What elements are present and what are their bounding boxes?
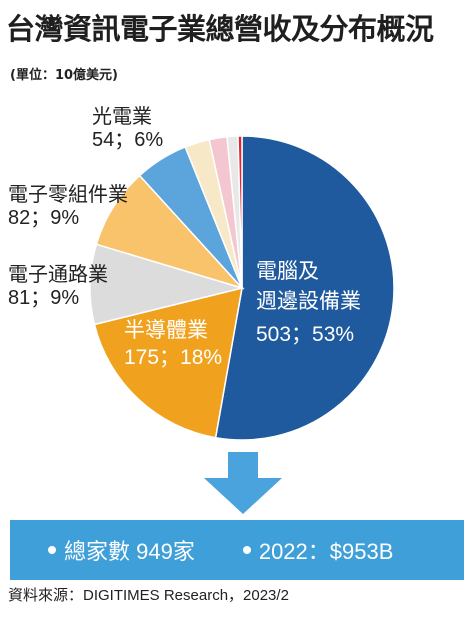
bullet-icon xyxy=(242,546,251,554)
label-computer-name-1: 電腦及 xyxy=(256,259,319,283)
label-distribution-name: 電子通路業 xyxy=(8,262,108,286)
label-semiconductor-name: 半導體業 xyxy=(124,318,208,342)
chart-title: 台灣資訊電子業總營收及分布概況 xyxy=(6,12,434,46)
label-opto: 光電業 54；6% xyxy=(92,104,163,152)
label-distribution: 電子通路業 81；9% xyxy=(8,262,108,310)
label-opto-value: 54；6% xyxy=(92,129,164,151)
bullet-icon xyxy=(48,546,56,554)
label-computer-name-2: 週邊設備業 xyxy=(256,289,361,313)
summary-banner: 總家數 949家 2022：$953B xyxy=(10,520,464,580)
summary-revenue: 2022：$953B xyxy=(242,534,394,566)
label-computer: 電腦及 週邊設備業 503；53% xyxy=(256,256,361,350)
summary-companies: 總家數 949家 xyxy=(48,534,195,566)
pie-chart xyxy=(89,135,395,441)
label-components-name: 電子零組件業 xyxy=(8,182,128,206)
pie-slice-8 xyxy=(237,135,243,289)
source-note: 資料來源：DIGITIMES Research，2023/2 xyxy=(8,587,289,604)
pie-slice-1 xyxy=(93,286,243,439)
label-opto-name: 光電業 xyxy=(92,104,152,128)
label-components-value: 82；9% xyxy=(8,207,80,229)
summary-companies-text: 總家數 949家 xyxy=(64,539,195,564)
pie-slice-0 xyxy=(214,135,395,441)
summary-revenue-text: 2022：$953B xyxy=(258,539,394,564)
label-semiconductor-value: 175；18% xyxy=(124,346,223,369)
unit-label: (單位：10億美元) xyxy=(10,68,118,83)
down-arrow-icon xyxy=(204,452,282,514)
label-computer-value: 503；53% xyxy=(256,323,355,346)
label-components: 電子零組件業 82；9% xyxy=(8,182,128,230)
label-distribution-value: 81；9% xyxy=(8,287,80,309)
label-semiconductor: 半導體業 175；18% xyxy=(124,316,222,372)
